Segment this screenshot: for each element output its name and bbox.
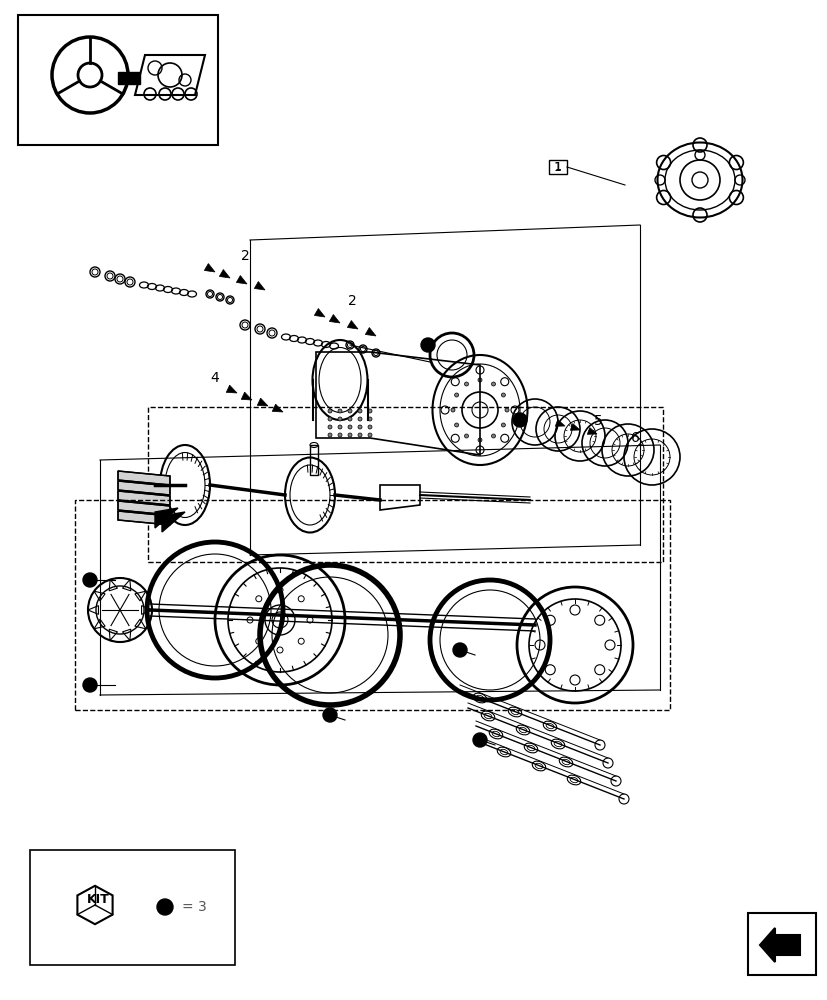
Polygon shape <box>254 282 265 290</box>
Text: 5: 5 <box>593 414 602 428</box>
Circle shape <box>357 425 361 429</box>
Polygon shape <box>118 481 170 495</box>
Circle shape <box>501 423 504 427</box>
Circle shape <box>501 393 504 397</box>
Bar <box>30 850 235 965</box>
Polygon shape <box>155 508 178 528</box>
Circle shape <box>337 425 342 429</box>
Circle shape <box>337 417 342 421</box>
Circle shape <box>367 433 371 437</box>
Circle shape <box>451 408 455 412</box>
Circle shape <box>504 408 509 412</box>
Polygon shape <box>118 501 170 515</box>
Polygon shape <box>555 420 564 426</box>
Circle shape <box>323 708 337 722</box>
Circle shape <box>327 433 332 437</box>
Circle shape <box>454 393 458 397</box>
Text: 2: 2 <box>347 294 356 308</box>
Circle shape <box>420 338 434 352</box>
Text: 1: 1 <box>554 162 561 172</box>
Polygon shape <box>118 491 170 505</box>
Polygon shape <box>586 428 596 434</box>
Bar <box>118 72 140 84</box>
Polygon shape <box>162 512 184 532</box>
Circle shape <box>337 409 342 413</box>
Circle shape <box>477 438 481 442</box>
Circle shape <box>337 433 342 437</box>
Circle shape <box>491 382 495 386</box>
Polygon shape <box>347 321 357 329</box>
Circle shape <box>513 413 526 427</box>
Circle shape <box>491 434 495 438</box>
Polygon shape <box>219 270 230 278</box>
Circle shape <box>367 425 371 429</box>
Circle shape <box>347 409 351 413</box>
Circle shape <box>464 434 468 438</box>
Bar <box>75 500 669 710</box>
Polygon shape <box>236 276 246 284</box>
Circle shape <box>157 899 173 915</box>
Text: 4: 4 <box>210 371 219 385</box>
Bar <box>548 160 566 174</box>
Bar <box>18 15 218 145</box>
Circle shape <box>464 382 468 386</box>
Polygon shape <box>226 385 237 393</box>
Polygon shape <box>204 264 215 272</box>
Circle shape <box>347 425 351 429</box>
Polygon shape <box>314 309 325 317</box>
Polygon shape <box>759 928 799 962</box>
Polygon shape <box>118 471 170 485</box>
Text: KIT: KIT <box>87 894 109 906</box>
Circle shape <box>367 409 371 413</box>
Circle shape <box>367 417 371 421</box>
Circle shape <box>357 417 361 421</box>
Circle shape <box>454 423 458 427</box>
Circle shape <box>327 417 332 421</box>
Circle shape <box>357 433 361 437</box>
Polygon shape <box>118 511 170 525</box>
Circle shape <box>472 733 486 747</box>
Polygon shape <box>570 424 579 430</box>
Bar <box>148 407 662 562</box>
Polygon shape <box>257 398 268 406</box>
Polygon shape <box>241 392 251 400</box>
Circle shape <box>477 378 481 382</box>
Polygon shape <box>329 315 340 323</box>
Text: 1: 1 <box>553 161 562 174</box>
Circle shape <box>327 409 332 413</box>
Circle shape <box>347 417 351 421</box>
Circle shape <box>357 409 361 413</box>
Text: 6: 6 <box>630 431 638 445</box>
Circle shape <box>452 643 466 657</box>
Bar <box>309 445 318 475</box>
Bar <box>747 913 815 975</box>
Polygon shape <box>365 328 375 336</box>
Circle shape <box>347 433 351 437</box>
Text: 2: 2 <box>241 249 249 263</box>
Polygon shape <box>272 404 283 412</box>
Circle shape <box>327 425 332 429</box>
Text: = 3: = 3 <box>182 900 207 914</box>
Circle shape <box>83 678 97 692</box>
Circle shape <box>83 573 97 587</box>
